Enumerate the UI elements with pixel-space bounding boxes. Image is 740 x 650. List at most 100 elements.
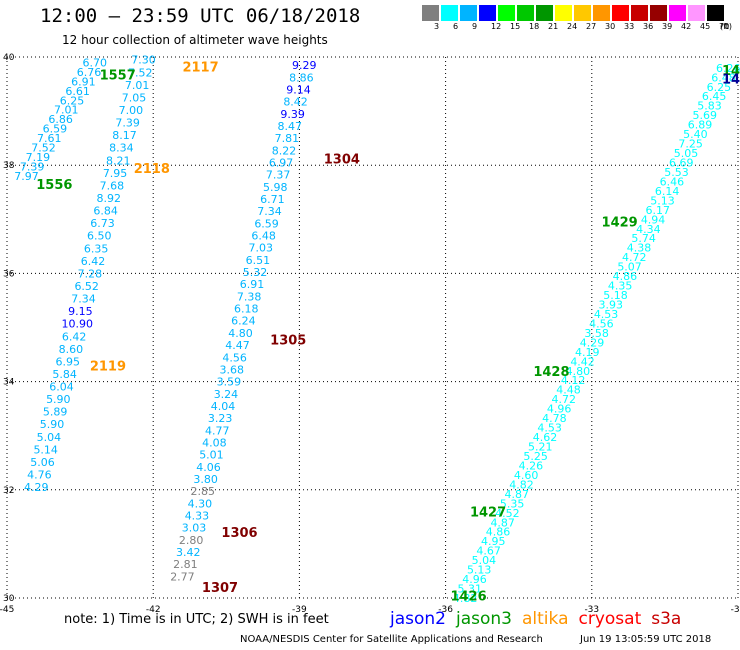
wave-height-value: 6.70 xyxy=(82,56,107,69)
wave-height-value: 6.51 xyxy=(246,254,271,267)
wave-height-value: 6.59 xyxy=(43,123,68,136)
wave-height-value: 5.32 xyxy=(243,266,268,279)
wave-height-value: 7.30 xyxy=(131,54,156,67)
color-scale-label: 24 xyxy=(567,22,578,31)
satellite-legend: jason2 jason3 altika cryosat s3a xyxy=(390,609,691,629)
pass-label: 1427 xyxy=(470,505,506,520)
pass-labels: 1557 2117 1304 2118 1556 1429 1305 2119 1428 1427… xyxy=(36,61,740,605)
wave-height-value: 3.59 xyxy=(217,376,242,389)
wave-height-value: 5.69 xyxy=(693,109,718,122)
wave-height-value: 4.56 xyxy=(589,317,614,330)
wave-height-value: 6.42 xyxy=(62,330,87,343)
wave-height-value: 6.42 xyxy=(81,255,106,268)
lon-tick-label: -45 xyxy=(0,605,14,615)
lon-tick-label: -30 xyxy=(731,605,740,615)
wave-height-value: 6.50 xyxy=(87,230,112,243)
pass-label: 1429 xyxy=(602,215,638,230)
wave-height-value: 4.47 xyxy=(225,339,250,352)
wave-height-value: 6.25 xyxy=(707,81,732,94)
lat-tick-label: 36 xyxy=(3,269,15,279)
wave-height-value: 2.85 xyxy=(190,485,215,498)
wave-height-value: 9.15 xyxy=(68,305,93,318)
color-swatch xyxy=(650,5,667,21)
altimeter-tracks: 6.706.766.916.616.257.016.866.597.617.52… xyxy=(14,54,740,605)
wave-height-value: 4.08 xyxy=(202,436,227,449)
wave-height-value: 5.05 xyxy=(674,147,699,160)
wave-height-value: 6.46 xyxy=(660,175,685,188)
wave-height-value: 10.90 xyxy=(61,318,93,331)
color-scale-label: 15 xyxy=(510,22,521,31)
color-swatch xyxy=(669,5,686,21)
wave-height-value: 7.37 xyxy=(266,169,291,182)
color-scale-unit: (ft) xyxy=(720,22,733,31)
wave-height-value: 8.86 xyxy=(289,71,314,84)
color-scale-label: 9 xyxy=(472,22,478,31)
wave-height-value: 6.52 xyxy=(74,280,99,293)
wave-height-value: 5.13 xyxy=(650,194,675,207)
color-scale-label: 18 xyxy=(529,22,540,31)
wave-height-value: 6.84 xyxy=(93,205,118,218)
legend-item-jason3: jason3 xyxy=(456,609,512,629)
wave-height-value: 5.25 xyxy=(523,450,548,463)
wave-height-value: 6.18 xyxy=(234,303,259,316)
wave-height-value: 7.95 xyxy=(103,167,128,180)
wave-height-value: 4.67 xyxy=(476,545,501,558)
wave-height-value: 5.21 xyxy=(528,441,553,454)
color-scale-label: 70 xyxy=(719,22,730,31)
wave-height-value: 4.86 xyxy=(613,270,638,283)
color-swatch xyxy=(498,5,515,21)
pass-label: 1428 xyxy=(533,365,569,380)
wave-height-value: 4.80 xyxy=(228,327,253,340)
wave-height-value: 5.06 xyxy=(30,456,55,469)
wave-height-value: 7.19 xyxy=(26,151,51,164)
color-swatch xyxy=(517,5,534,21)
wave-height-value: 7.25 xyxy=(678,138,703,151)
wave-height-value: 4.38 xyxy=(627,242,652,255)
pass-label: 14 xyxy=(722,64,740,79)
wave-height-value: 4.72 xyxy=(622,251,647,264)
wave-height-value: 7.01 xyxy=(54,104,79,117)
wave-height-value: 5.40 xyxy=(683,128,708,141)
wave-height-value: 4.34 xyxy=(636,223,661,236)
wave-height-value: 8.92 xyxy=(97,192,122,205)
wave-height-value: 5.53 xyxy=(664,166,689,179)
wave-height-value: 2.80 xyxy=(179,534,204,547)
wave-height-value: 5.04 xyxy=(37,431,62,444)
wave-height-value: 6.86 xyxy=(48,113,73,126)
wave-height-value: 7.34 xyxy=(71,293,96,306)
color-scale-label: 42 xyxy=(681,22,692,31)
wave-height-value: 4.95 xyxy=(481,535,506,548)
wave-height-value: 6.95 xyxy=(56,355,81,368)
wave-height-value: 6.61 xyxy=(65,85,90,98)
wave-height-value: 6.76 xyxy=(77,66,102,79)
credit-line: NOAA/NESDIS Center for Satellite Applica… xyxy=(240,634,543,645)
lon-tick-label: -42 xyxy=(146,605,161,615)
wave-height-value: 3.80 xyxy=(193,473,218,486)
wave-height-value: 5.13 xyxy=(467,564,492,577)
wave-height-value: 6.91 xyxy=(71,75,96,88)
wave-height-value: 9.39 xyxy=(280,108,305,121)
pass-label: 1305 xyxy=(270,333,306,348)
wave-height-value: 6.17 xyxy=(646,204,671,217)
wave-height-value: 3.58 xyxy=(584,327,609,340)
wave-height-value: 8.17 xyxy=(112,129,137,142)
wave-height-value: 7.03 xyxy=(249,242,274,255)
wave-height-value: 8.21 xyxy=(106,154,131,167)
wave-height-value: 8.60 xyxy=(59,343,84,356)
wave-height-value: 4.62 xyxy=(533,431,558,444)
wave-height-value: 4.53 xyxy=(594,308,619,321)
color-swatch xyxy=(574,5,591,21)
color-swatch xyxy=(422,5,439,21)
wave-height-value: 4.29 xyxy=(580,336,605,349)
wave-height-value: 4.12 xyxy=(561,374,586,387)
page-title: 12:00 – 23:59 UTC 06/18/2018 xyxy=(40,5,361,27)
wave-height-value: 7.39 xyxy=(20,161,45,174)
footer-note: note: 1) Time is in UTC; 2) SWH is in fe… xyxy=(64,612,329,627)
wave-height-value: 6.73 xyxy=(90,217,115,230)
map-axes: -45 -42 -39 -36 -33 -30 40 38 36 34 32 30 xyxy=(0,53,740,615)
wave-height-value: 8.22 xyxy=(272,144,297,157)
wave-height-value: 5.89 xyxy=(43,406,68,419)
legend-item-jason2: jason2 xyxy=(390,609,446,629)
color-swatch xyxy=(688,5,705,21)
wave-height-value: 6.25 xyxy=(60,94,85,107)
